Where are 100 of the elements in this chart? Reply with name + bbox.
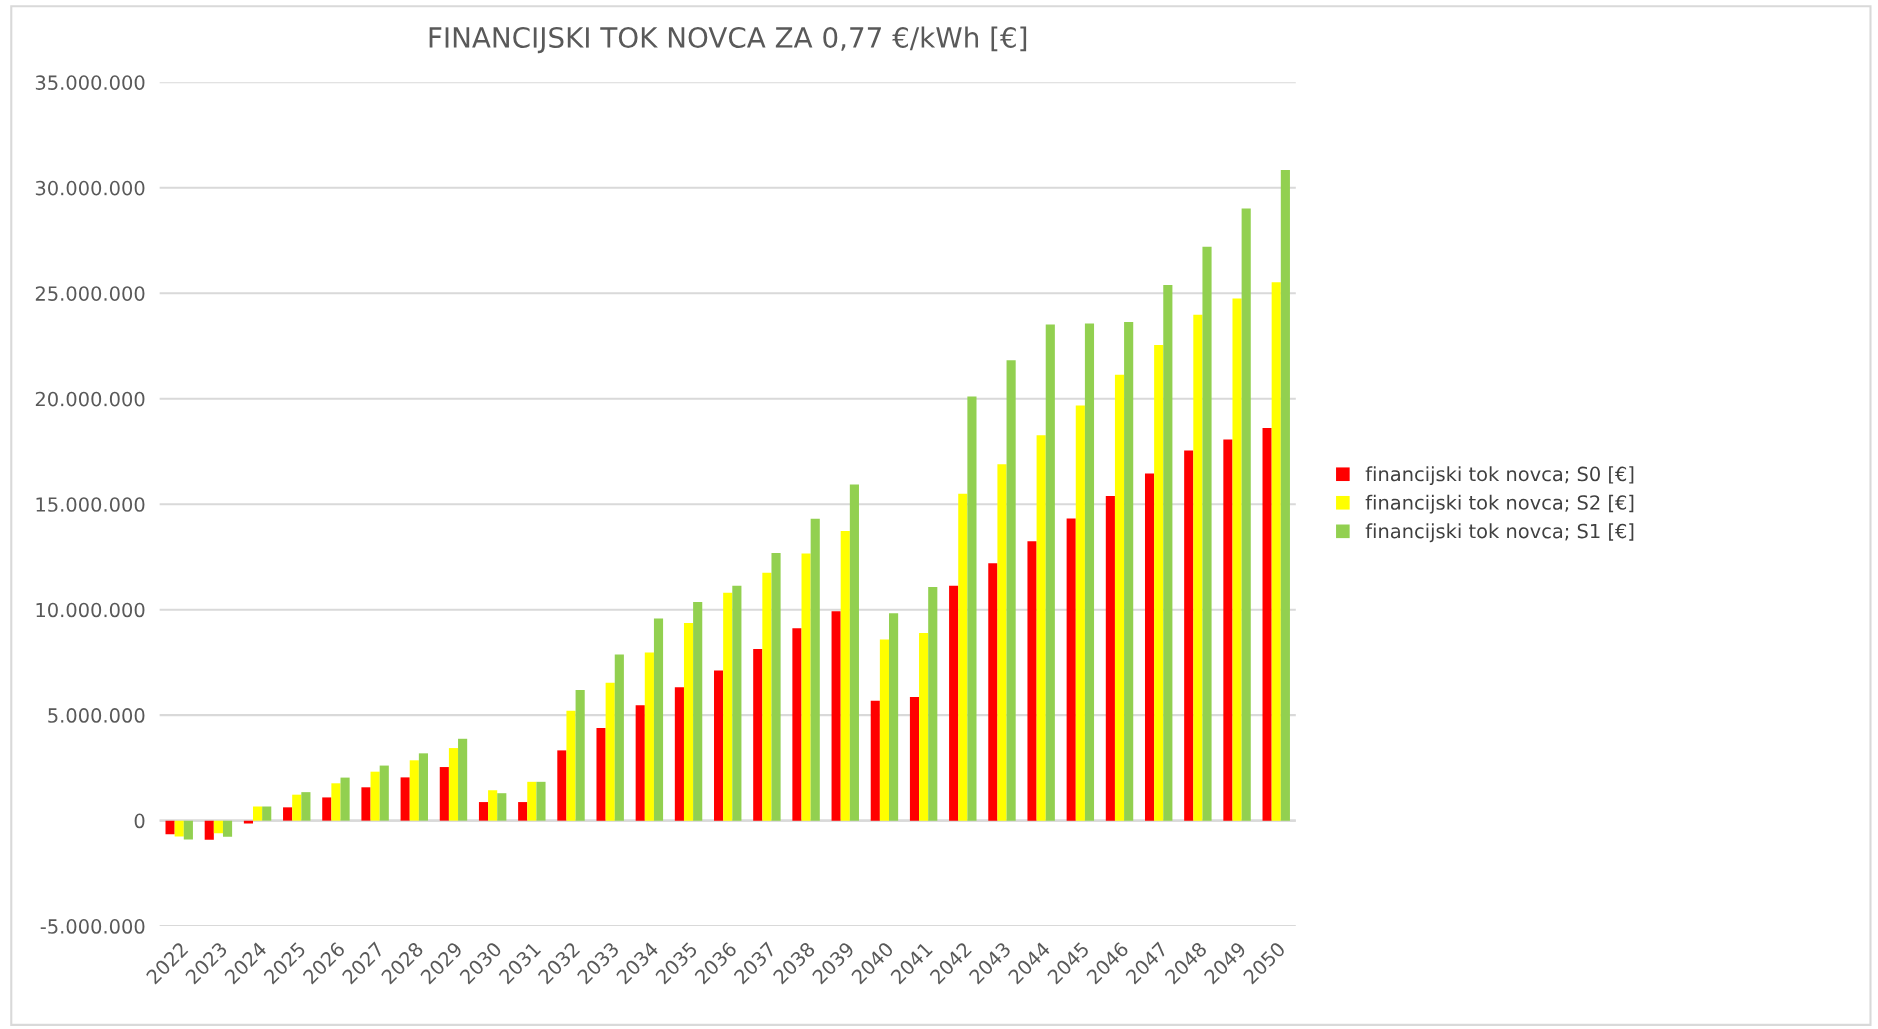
bar [1144, 473, 1155, 821]
bar [253, 806, 263, 821]
bar [497, 793, 507, 821]
bar [792, 628, 802, 821]
bar [732, 585, 742, 821]
bar [810, 518, 820, 821]
y-tick-label: 15.000.000 [36, 497, 145, 512]
bar [283, 807, 293, 821]
bar [331, 783, 341, 821]
bar [518, 802, 528, 821]
chart-title: FINANCIJSKI TOK NOVCA ZA 0,77 €/kWh [€] [429, 26, 1027, 54]
y-tick-label: 0 [134, 813, 145, 829]
bar [1027, 541, 1037, 821]
bar [1271, 282, 1281, 821]
bar [635, 705, 645, 821]
bar [988, 563, 998, 821]
bar [213, 820, 223, 834]
y-tick-label: 25.000.000 [35, 286, 145, 301]
y-tick-label: 10.000.000 [36, 602, 145, 618]
y-tick-label: 35.000.000 [35, 75, 145, 90]
bar [831, 611, 841, 821]
bar [361, 787, 371, 821]
bar [439, 767, 449, 821]
bar [693, 601, 703, 821]
bar [596, 728, 606, 821]
bar [1066, 518, 1076, 821]
bar [418, 753, 429, 821]
bar [301, 792, 311, 821]
bar [1193, 314, 1203, 821]
bar [1075, 405, 1085, 821]
bar [644, 652, 654, 821]
bar [723, 592, 733, 821]
bar [1184, 450, 1194, 821]
bar [1114, 374, 1125, 821]
bar [174, 820, 184, 837]
bar [536, 781, 546, 821]
bar [340, 777, 350, 821]
bar [322, 797, 332, 821]
legend-label: financijski tok novca; S1 [€] [1365, 523, 1634, 543]
bar [527, 781, 537, 821]
bar [292, 794, 302, 821]
bar [714, 670, 724, 821]
bar [262, 806, 272, 821]
bar [889, 613, 899, 821]
bar [949, 585, 959, 821]
legend-label: financijski tok novca; S0 [€] [1365, 466, 1634, 486]
bar [967, 396, 977, 821]
bar [919, 632, 929, 821]
bar [849, 484, 859, 821]
bar [958, 493, 968, 821]
bar [1124, 321, 1134, 821]
bar [870, 700, 880, 821]
bar [1262, 428, 1272, 821]
bar [1006, 360, 1016, 821]
bar [762, 572, 772, 821]
bar [1084, 323, 1095, 821]
bar [840, 531, 850, 821]
bar [753, 648, 763, 821]
bar [997, 464, 1007, 821]
bar [204, 820, 214, 840]
y-tick-label: -5.000.000 [40, 919, 145, 934]
bar [1232, 298, 1242, 821]
bar [1202, 246, 1212, 821]
bar [1163, 285, 1173, 821]
bar [458, 738, 468, 821]
bar [400, 777, 410, 821]
bar [653, 618, 664, 821]
bar [222, 820, 233, 837]
y-tick-label: 30.000.000 [35, 180, 145, 196]
bar [1036, 435, 1046, 821]
bar [165, 820, 175, 835]
bar [370, 771, 380, 821]
bar [488, 790, 498, 821]
y-tick-label: 5.000.000 [48, 708, 145, 723]
bar [614, 654, 624, 821]
bar [575, 690, 585, 821]
bar [1223, 439, 1233, 821]
bar [1280, 170, 1290, 821]
legend-label: financijski tok novca; S2 [€] [1365, 494, 1634, 514]
bar [1045, 324, 1055, 821]
y-tick-label: 20.000.000 [35, 391, 145, 407]
bar [478, 802, 489, 821]
bar [379, 765, 389, 821]
bar [771, 552, 781, 821]
bar [409, 760, 419, 821]
bar [1105, 495, 1115, 821]
bar [801, 553, 811, 821]
bar [448, 748, 459, 821]
bar [683, 622, 694, 821]
bar [879, 639, 890, 821]
bar [1154, 344, 1164, 821]
bar [605, 682, 615, 821]
bar [928, 586, 938, 821]
bar [557, 750, 567, 821]
bar [909, 697, 920, 821]
bar [183, 820, 193, 840]
bar [674, 687, 684, 821]
bar [566, 710, 576, 821]
bar [1241, 208, 1251, 821]
bar [243, 820, 254, 824]
